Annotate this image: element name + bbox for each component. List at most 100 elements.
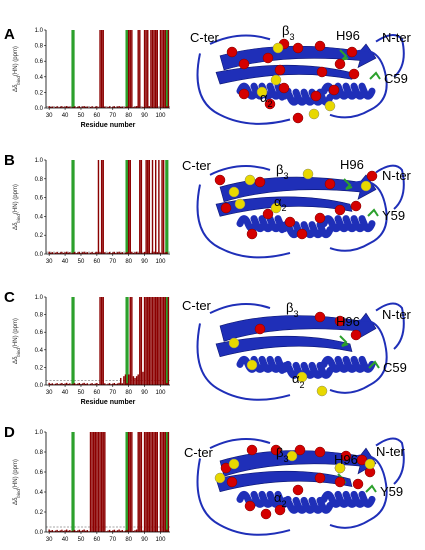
data-bar: [147, 160, 149, 254]
red-sphere: [220, 202, 232, 214]
baseline-bar: [69, 106, 71, 108]
data-bar: [167, 30, 170, 108]
green-marker-bar: [165, 297, 169, 385]
baseline-bar: [150, 252, 152, 254]
data-bar: [96, 432, 98, 532]
baseline-bar: [135, 529, 138, 532]
red-sphere: [274, 504, 286, 516]
data-bar: [97, 432, 100, 532]
baseline-bar: [77, 530, 79, 532]
x-axis-label: Residue number: [81, 399, 136, 406]
red-sphere: [294, 444, 306, 456]
alpha-helix: [278, 221, 334, 238]
x-tick-label: 80: [125, 259, 132, 265]
baseline-bar: [81, 383, 84, 385]
residue59-label: C59: [384, 71, 408, 86]
data-bar: [131, 432, 133, 532]
residue59-label: Y59: [380, 484, 403, 499]
data-bar: [100, 160, 103, 254]
data-bar: [159, 297, 162, 385]
baseline-bar: [77, 106, 79, 108]
baseline-bar: [50, 252, 52, 254]
data-bar: [158, 160, 160, 254]
c-terminus-label: C-ter: [190, 30, 220, 45]
data-bar: [145, 30, 147, 108]
data-bar: [131, 30, 133, 108]
alpha2-label-main: α: [274, 490, 282, 505]
red-sphere: [244, 500, 256, 512]
y-tick-label: 1.0: [35, 28, 44, 34]
baseline-bar: [118, 251, 120, 254]
loop: [329, 319, 388, 394]
baseline-bar: [166, 382, 168, 385]
x-tick-label: 30: [46, 259, 53, 265]
baseline-bar: [64, 530, 66, 532]
y-label-rest: (HN) (ppm): [13, 459, 19, 489]
baseline-bar: [88, 531, 90, 532]
data-bar: [99, 30, 101, 108]
data-bar: [100, 432, 103, 532]
yellow-sphere: [228, 458, 240, 470]
baseline-bar: [153, 251, 155, 254]
baseline-bar: [70, 531, 73, 532]
baseline-bar: [50, 106, 52, 108]
y-label-sub: bind: [16, 214, 21, 223]
baseline-bar: [56, 106, 58, 108]
baseline-bar: [121, 106, 124, 108]
baseline-bar: [96, 382, 98, 385]
y-tick-label: 0.8: [35, 313, 44, 319]
residue59-label-main: C59: [384, 71, 408, 86]
green-marker-bar: [165, 160, 169, 254]
baseline-bar: [118, 382, 120, 385]
red-sphere: [334, 58, 346, 70]
baseline-bar: [73, 383, 76, 385]
baseline-bar: [126, 529, 128, 532]
baseline-bar: [51, 106, 54, 108]
baseline-bar: [61, 251, 63, 254]
c-terminus-label-main: C-ter: [184, 445, 214, 460]
baseline-bar: [89, 252, 92, 254]
data-bar: [142, 371, 144, 385]
bar-chart-b: Δδbind(HN) (ppm) 0.0 0.2 0.4 0.6 0.8 1.0 30 40 50…: [13, 158, 170, 265]
data-bar: [158, 297, 160, 385]
data-bar: [135, 376, 138, 385]
y-tick-label: 1.0: [35, 158, 44, 164]
baseline-bar: [112, 106, 114, 108]
x-tick-label: 60: [94, 259, 101, 265]
red-sphere: [292, 42, 304, 54]
data-bar: [161, 297, 163, 385]
baseline-bar: [112, 252, 114, 254]
green-marker-bar: [125, 160, 129, 254]
baseline-bar: [107, 530, 109, 532]
baseline-bar: [75, 531, 77, 532]
y-label-sub: bind: [16, 348, 21, 357]
baseline-bar: [62, 107, 65, 108]
x-tick-label: 50: [78, 390, 85, 396]
baseline-bar: [56, 529, 58, 532]
baseline-bar: [113, 382, 116, 385]
y-tick-label: 0.4: [35, 75, 44, 81]
x-tick-label: 90: [141, 113, 148, 119]
x-tick-label: 40: [62, 259, 69, 265]
baseline-bar: [72, 252, 74, 254]
baseline-bar: [97, 107, 100, 108]
red-sphere: [292, 112, 304, 124]
data-bar: [151, 30, 154, 108]
red-sphere: [214, 174, 226, 186]
data-bar: [102, 297, 104, 385]
baseline-bar: [108, 383, 111, 385]
loop: [209, 302, 271, 315]
alpha-helix: [278, 88, 334, 106]
baseline-bar: [65, 106, 68, 108]
baseline-bar: [83, 529, 85, 532]
baseline-bar: [58, 531, 60, 532]
red-sphere: [324, 178, 336, 190]
baseline-bar: [166, 106, 168, 108]
baseline-bar: [78, 106, 81, 108]
n-terminus-label-main: N-ter: [382, 307, 412, 322]
x-tick-label: 100: [155, 390, 166, 396]
baseline-bar: [50, 383, 52, 385]
red-sphere: [246, 444, 258, 456]
data-bar: [132, 376, 135, 385]
baseline-bar: [80, 530, 82, 532]
